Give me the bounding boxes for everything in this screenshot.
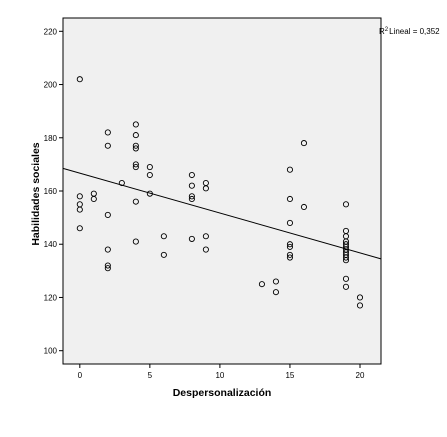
- data-point: [132, 121, 139, 128]
- data-point: [132, 142, 139, 149]
- data-point: [76, 225, 83, 232]
- data-point: [104, 142, 111, 149]
- data-point: [104, 129, 111, 136]
- plot-area: [62, 17, 382, 365]
- x-tick-label: 15: [285, 371, 294, 380]
- data-point: [202, 233, 209, 240]
- data-points: [76, 76, 364, 309]
- data-point: [342, 275, 350, 282]
- data-point: [342, 201, 350, 208]
- data-point: [188, 182, 195, 189]
- data-point: [188, 193, 195, 200]
- data-point: [146, 190, 153, 197]
- data-point: [146, 171, 153, 179]
- data-point: [76, 76, 83, 83]
- data-point: [132, 238, 139, 245]
- data-point: [202, 246, 209, 253]
- y-tick-label: 200: [44, 81, 58, 90]
- r2-superscript: 2: [385, 27, 389, 33]
- data-point: [188, 195, 195, 203]
- data-point: [160, 233, 167, 240]
- data-point: [104, 262, 111, 269]
- data-point: [286, 219, 293, 226]
- data-point: [118, 179, 125, 187]
- data-point: [132, 161, 139, 168]
- y-tick-label: 180: [44, 134, 58, 143]
- data-point: [146, 163, 153, 171]
- data-point: [258, 281, 265, 288]
- data-point: [76, 193, 83, 200]
- data-point: [272, 289, 279, 296]
- y-tick-label: 160: [44, 187, 58, 196]
- data-point: [188, 235, 195, 242]
- data-point: [76, 206, 83, 213]
- data-point: [300, 140, 308, 147]
- data-point: [104, 265, 111, 272]
- x-axis: 0 5 10 15 20: [78, 364, 365, 380]
- x-tick-label: 10: [215, 371, 224, 380]
- fit-line: [62, 167, 382, 260]
- x-axis-title: Despersonalización: [173, 387, 272, 399]
- data-point: [286, 243, 293, 250]
- y-tick-label: 120: [44, 293, 58, 302]
- y-tick-label: 100: [44, 347, 58, 356]
- x-tick-label: 20: [356, 371, 365, 380]
- data-point: [286, 241, 293, 248]
- data-point: [202, 185, 209, 192]
- r2-annotation: R2Lineal = 0,352: [379, 27, 440, 36]
- data-point: [272, 278, 279, 285]
- data-point: [286, 251, 293, 258]
- r2-label: Lineal = 0,352: [389, 27, 440, 36]
- x-tick-label: 0: [78, 371, 83, 380]
- data-point: [132, 145, 139, 152]
- data-point: [300, 203, 308, 211]
- data-point: [160, 251, 167, 258]
- data-point: [342, 283, 350, 290]
- data-point: [286, 166, 293, 173]
- data-point: [356, 294, 364, 301]
- data-point: [342, 257, 350, 264]
- y-axis-title: Habilidades sociales: [30, 142, 42, 245]
- data-point: [356, 302, 364, 309]
- data-point: [132, 198, 139, 205]
- data-point: [188, 171, 195, 179]
- y-tick-label: 220: [44, 27, 58, 36]
- r2-prefix: R: [379, 27, 385, 36]
- data-point: [286, 195, 293, 203]
- data-point: [132, 132, 139, 139]
- data-point: [132, 163, 139, 171]
- x-tick-label: 5: [148, 371, 153, 380]
- y-axis: 100 120 140 160 180 200 220: [44, 27, 63, 356]
- y-tick-label: 140: [44, 240, 58, 249]
- data-point: [104, 246, 111, 253]
- data-point: [90, 195, 97, 203]
- data-point: [104, 211, 111, 219]
- data-point: [286, 254, 293, 261]
- data-point: [342, 254, 350, 261]
